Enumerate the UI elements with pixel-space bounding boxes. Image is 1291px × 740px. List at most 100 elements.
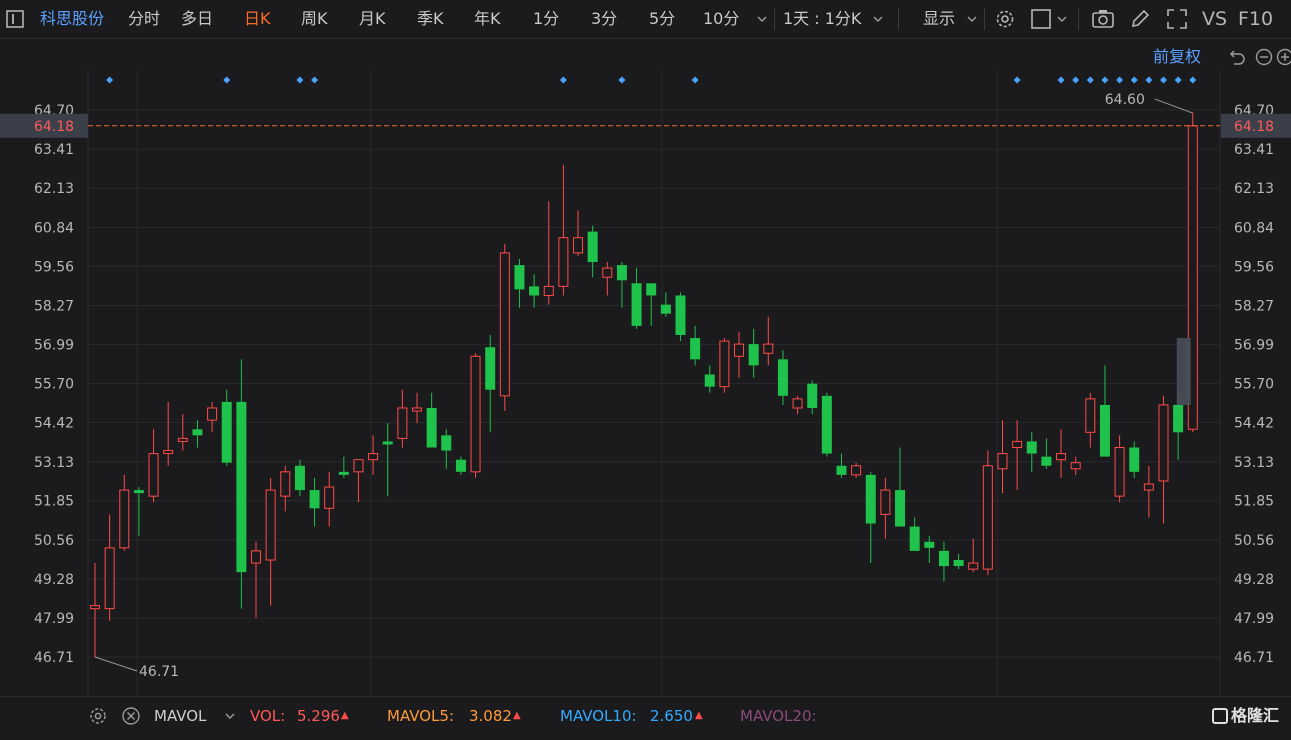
candle-body (485, 347, 495, 390)
candle-body (690, 338, 700, 359)
close-icon[interactable] (121, 697, 141, 735)
chevron-down-icon[interactable] (756, 0, 768, 38)
candle-body (646, 283, 656, 295)
low-label: 46.71 (139, 664, 179, 680)
y-tick-label: 51.85 (1234, 494, 1274, 510)
y-tick-label: 46.71 (34, 650, 74, 666)
mavol5-value: 3.082 (469, 697, 512, 735)
candle-body (266, 490, 275, 560)
candle-body (632, 283, 642, 326)
chevron-down-icon[interactable] (1056, 0, 1068, 38)
candle-body (1071, 463, 1080, 469)
y-tick-label: 47.99 (1234, 611, 1274, 627)
candle-body (895, 490, 905, 526)
indicator-selector[interactable]: MAVOL (154, 697, 206, 735)
candle-body (105, 548, 114, 609)
gear-icon[interactable] (88, 697, 108, 735)
candle-body (149, 454, 158, 497)
vol-label: VOL: (250, 697, 285, 735)
candle-body (1027, 441, 1037, 453)
chevron-down-icon[interactable] (872, 0, 884, 38)
y-tick-label: 55.70 (1234, 377, 1274, 393)
candle-body (661, 305, 671, 314)
square-icon[interactable] (1030, 0, 1052, 38)
display-menu[interactable]: 显示 (923, 0, 955, 38)
candle-body (1041, 457, 1051, 466)
candle-body (617, 265, 627, 280)
y-tick-label: 49.28 (1234, 572, 1274, 588)
y-tick-label: 50.56 (1234, 533, 1274, 549)
high-label: 64.60 (1105, 92, 1145, 108)
current-price-label: 64.18 (1234, 119, 1274, 135)
y-tick-label: 49.28 (34, 572, 74, 588)
vs-button[interactable]: VS (1202, 0, 1227, 38)
y-tick-label: 50.56 (34, 533, 74, 549)
chevron-down-icon[interactable] (966, 0, 978, 38)
candlestick-chart[interactable]: 64.7063.4162.1360.8459.5658.2756.9955.70… (0, 70, 1291, 696)
candle-body (866, 475, 876, 524)
candle-body (836, 466, 846, 475)
arrow-up-icon: ▲ (513, 697, 521, 735)
y-tick-label: 47.99 (34, 611, 74, 627)
candle-body (1144, 484, 1153, 490)
candle-body (281, 472, 290, 496)
y-tick-label: 60.84 (34, 220, 74, 236)
candle-body (325, 487, 334, 508)
tab-daily-k[interactable]: 日K (244, 0, 271, 38)
candle-body (339, 472, 349, 475)
candle-body (983, 466, 992, 569)
adjust-mode-button[interactable]: 前复权 (1153, 40, 1201, 70)
y-tick-label: 63.41 (1234, 142, 1274, 158)
y-tick-label: 46.71 (1234, 650, 1274, 666)
y-tick-label: 54.42 (1234, 416, 1274, 432)
candle-body (764, 344, 773, 353)
candle-body (369, 454, 378, 460)
panel-toggle-icon[interactable] (6, 0, 24, 38)
candle-body (295, 466, 305, 490)
candle-body (441, 435, 451, 450)
fullscreen-icon[interactable] (1166, 0, 1188, 38)
top-toolbar: 科思股份 分时 多日 日K 周K 月K 季K 年K 1分 3分 5分 10分 1… (0, 0, 1291, 39)
candle-body (603, 268, 612, 277)
chevron-down-icon[interactable] (224, 697, 236, 735)
tab-monthly-k[interactable]: 月K (359, 0, 386, 38)
candle-body (134, 490, 144, 493)
stock-name[interactable]: 科思股份 (40, 0, 104, 38)
tab-1min[interactable]: 1分 (533, 0, 559, 38)
candle-body (1159, 405, 1168, 481)
y-tick-label: 59.56 (34, 259, 74, 275)
f10-button[interactable]: F10 (1238, 0, 1273, 38)
candle-body (807, 384, 817, 408)
tab-yearly-k[interactable]: 年K (474, 0, 501, 38)
candle-body (1100, 405, 1110, 457)
interval-selector[interactable]: 1天 : 1分K (783, 0, 861, 38)
tab-quarterly-k[interactable]: 季K (417, 0, 444, 38)
tab-multiday[interactable]: 多日 (181, 0, 213, 38)
candle-body (998, 454, 1007, 469)
candle-body (500, 253, 509, 396)
indicator-label: MAVOL (154, 707, 206, 725)
y-tick-label: 62.13 (34, 181, 74, 197)
candle-body (413, 408, 422, 411)
mavol20-label: MAVOL20: (740, 697, 817, 735)
y-tick-label: 59.56 (1234, 259, 1274, 275)
candle-body (559, 238, 568, 287)
tab-weekly-k[interactable]: 周K (301, 0, 328, 38)
y-tick-label: 58.27 (34, 299, 74, 315)
tab-5min[interactable]: 5分 (649, 0, 675, 38)
candle-body (529, 286, 539, 295)
undo-icon[interactable] (1228, 48, 1246, 70)
gear-icon[interactable] (994, 0, 1016, 38)
pencil-icon[interactable] (1129, 0, 1151, 38)
tab-3min[interactable]: 3分 (591, 0, 617, 38)
camera-icon[interactable] (1091, 0, 1115, 38)
candle-body (939, 551, 949, 566)
tab-10min[interactable]: 10分 (703, 0, 739, 38)
display-label: 显示 (923, 9, 955, 28)
zoom-in-icon[interactable] (1276, 48, 1291, 70)
candle-body (675, 295, 685, 335)
vol-value: 5.296 (297, 697, 340, 735)
candle-body (574, 238, 583, 253)
zoom-out-icon[interactable] (1255, 48, 1273, 70)
tab-intraday[interactable]: 分时 (128, 0, 160, 38)
